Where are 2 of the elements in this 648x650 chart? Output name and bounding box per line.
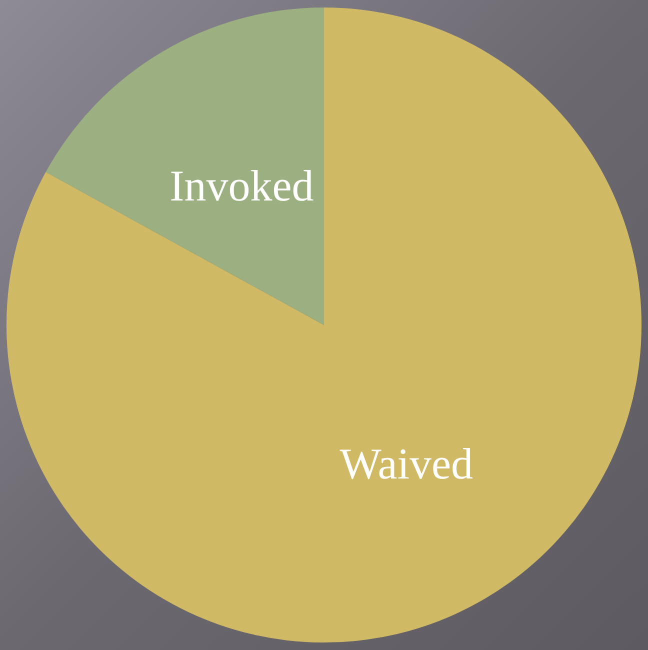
slice-label: Waived — [340, 440, 473, 489]
slice-label: Invoked — [170, 161, 314, 210]
